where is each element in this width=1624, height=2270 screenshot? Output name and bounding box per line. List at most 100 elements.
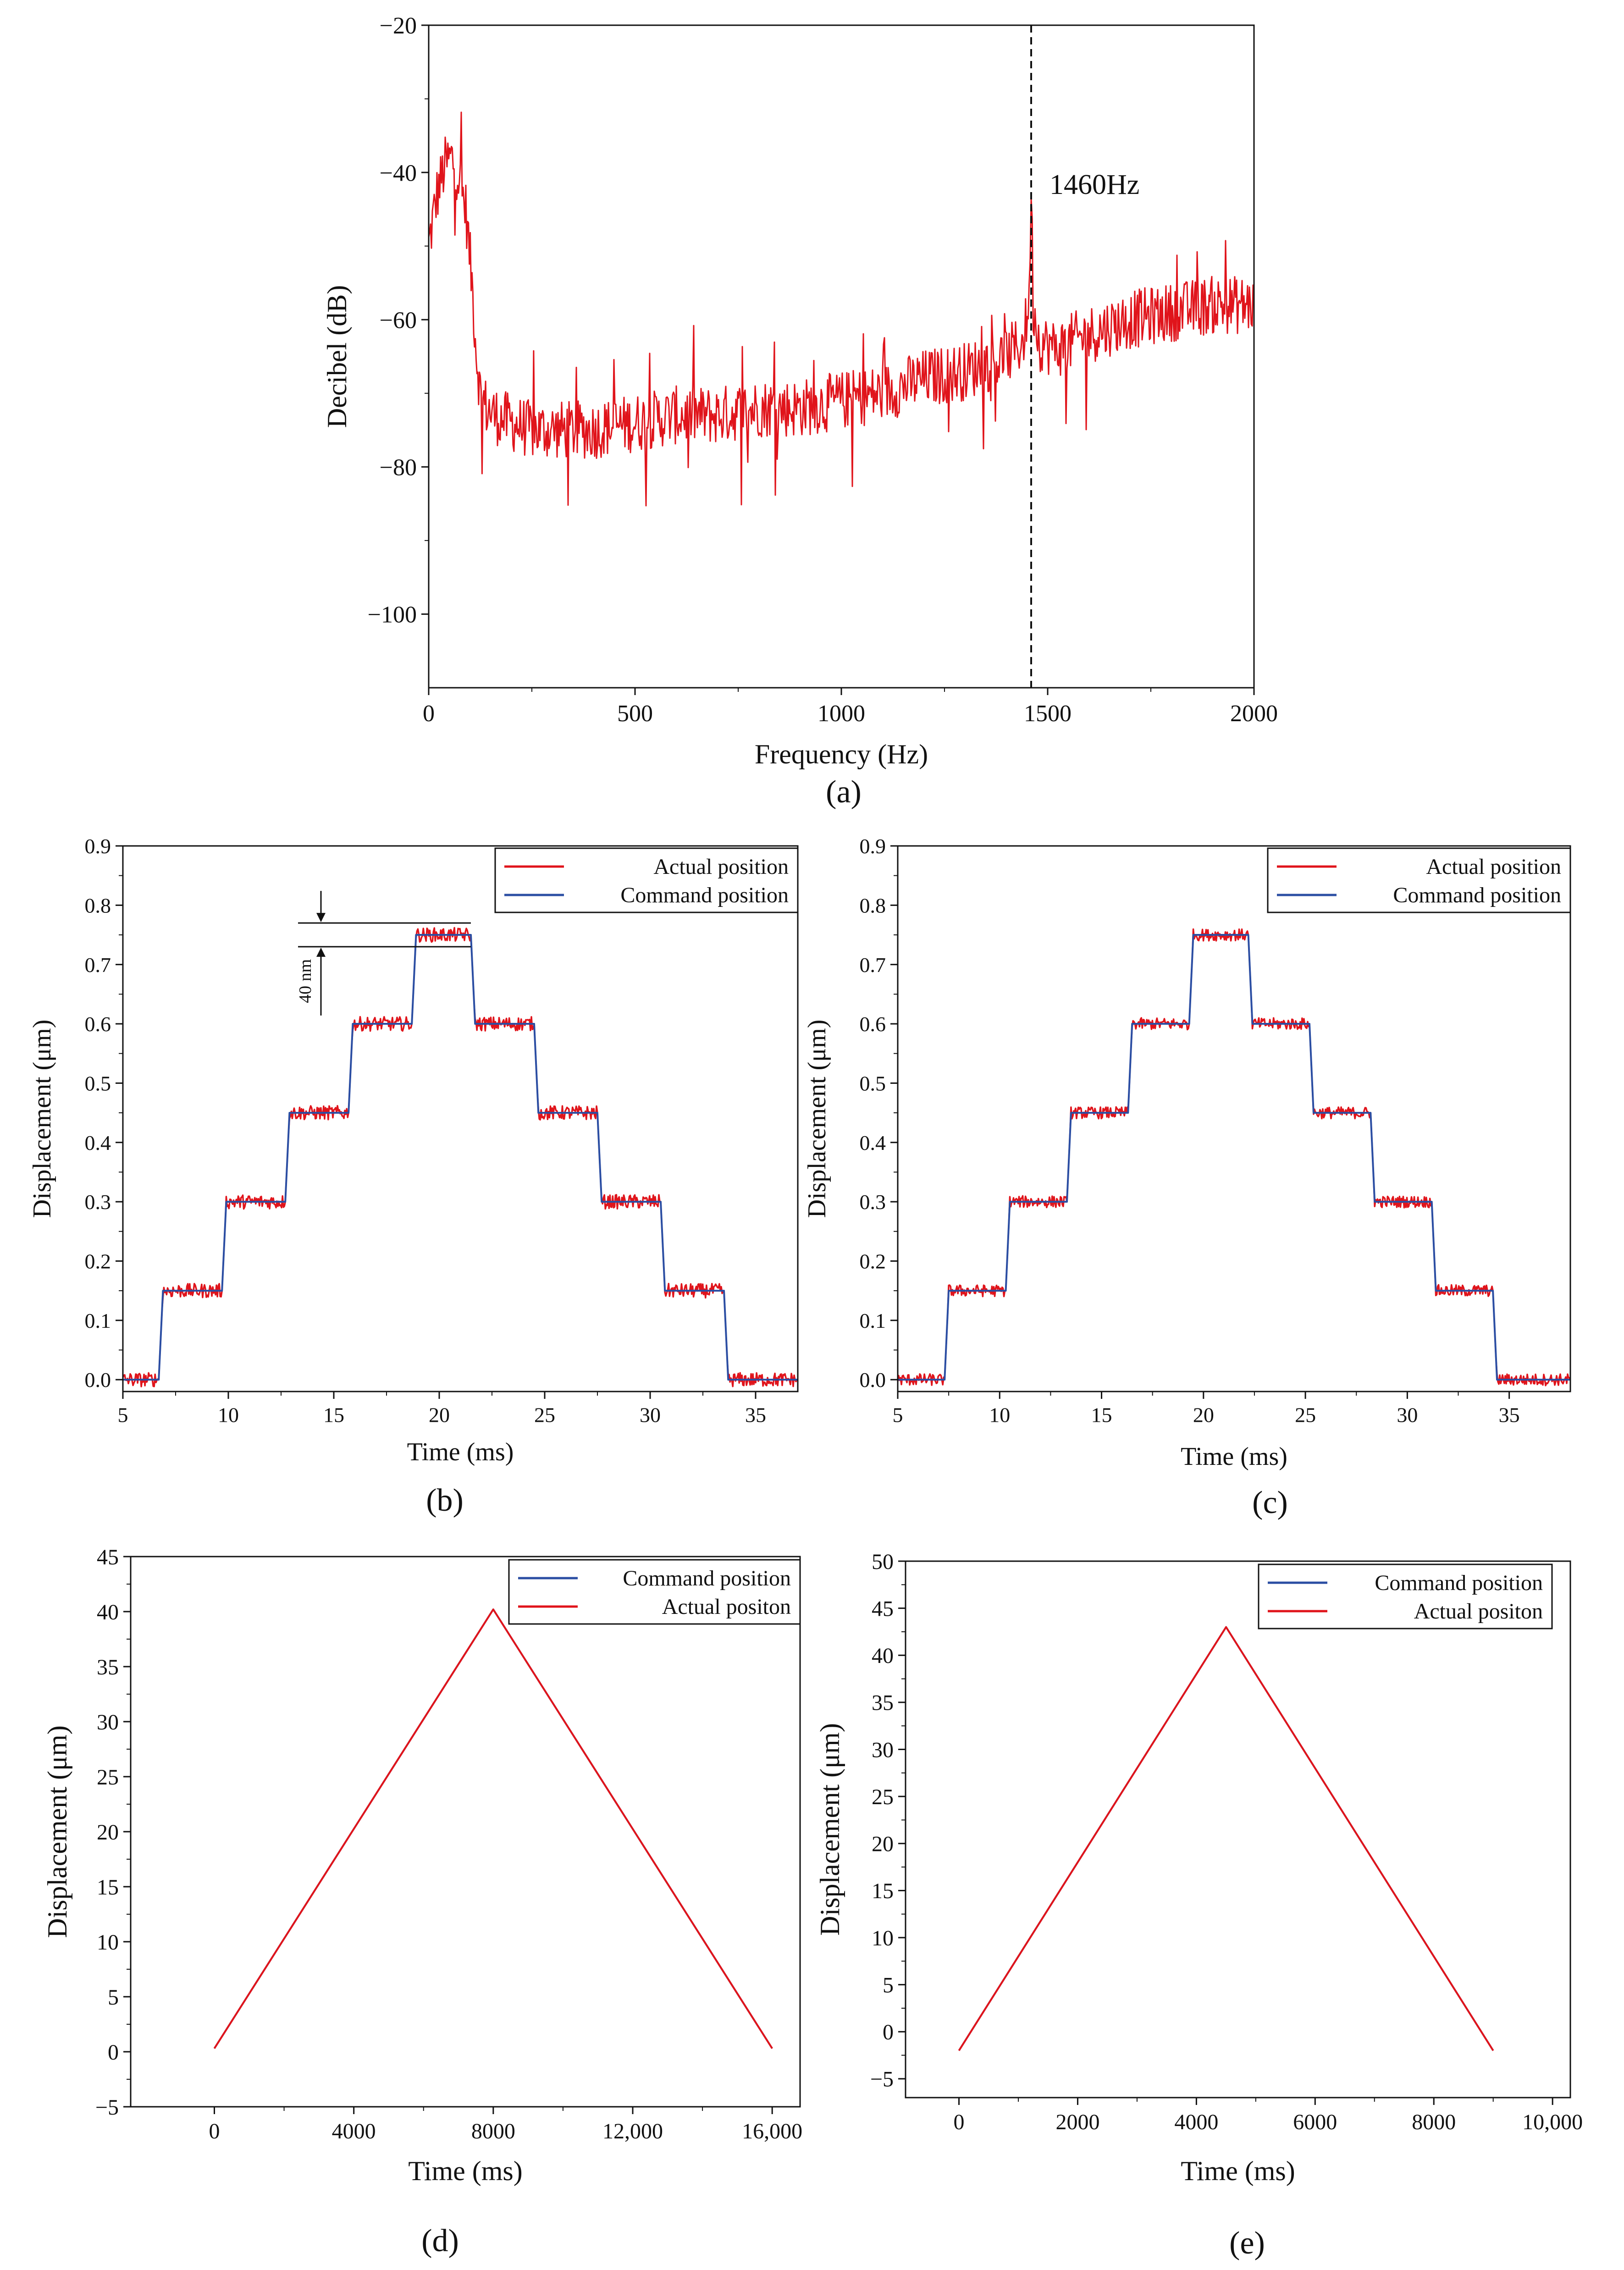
x-tick-label: 2000	[1230, 701, 1278, 727]
y-axis-label: Displacement (μm)	[28, 1020, 56, 1218]
plot-frame	[905, 1560, 1571, 2099]
peak-annotation: 1460Hz	[1050, 169, 1139, 200]
series-line-actual-positon	[213, 1608, 773, 2049]
x-tick-label: 2000	[1055, 2110, 1099, 2134]
x-tick-label: 8000	[471, 2119, 515, 2143]
y-axis-label: Decibel (dB)	[322, 285, 352, 428]
x-tick-label: 6000	[1293, 2110, 1337, 2134]
plot-frame	[897, 845, 1571, 1392]
x-tick-label: 12,000	[602, 2119, 663, 2143]
x-tick-label: 500	[617, 701, 653, 727]
y-tick-label: 0.0	[860, 1368, 886, 1392]
y-tick-label: 0	[883, 2020, 894, 2044]
x-tick-label: 30	[640, 1403, 661, 1427]
x-tick-label: 5	[118, 1403, 128, 1427]
y-tick-label: −60	[380, 307, 417, 333]
y-tick-label: 50	[872, 1550, 894, 1574]
x-tick-label: 0	[954, 2110, 965, 2134]
legend-label: Command position	[620, 883, 789, 907]
y-tick-label: 25	[872, 1785, 894, 1809]
panel-caption: (c)	[1252, 1485, 1288, 1520]
x-tick-label: 20	[1193, 1403, 1214, 1427]
x-tick-label: 25	[534, 1403, 555, 1427]
panel-caption: (b)	[426, 1483, 464, 1518]
x-axis-label: Time (ms)	[408, 2156, 523, 2186]
y-tick-label: 10	[97, 1930, 119, 1955]
x-tick-label: 15	[1091, 1403, 1112, 1427]
y-tick-label: 0.4	[85, 1131, 111, 1154]
x-tick-label: 1000	[818, 701, 865, 727]
chart-a: 0 500 1000 1500 2000 −100 −80 −60 −40 −20 Frequenc…	[322, 13, 1278, 810]
x-tick-label: 4000	[332, 2119, 376, 2143]
series-line-actual-position	[122, 927, 798, 1387]
y-tick-label: 35	[872, 1691, 894, 1715]
legend-box	[508, 1559, 801, 1625]
x-tick-label: 5	[893, 1403, 903, 1427]
x-axis-label: Time (ms)	[1181, 2156, 1295, 2186]
plot-frame	[428, 24, 1255, 689]
legend-label: Command position	[1393, 883, 1561, 907]
y-tick-label: −100	[368, 602, 417, 628]
series-line-actual-positon	[958, 1626, 1494, 2051]
x-tick-label: 4000	[1174, 2110, 1218, 2134]
x-tick-label: 8000	[1412, 2110, 1456, 2134]
x-tick-label: 0	[209, 2119, 220, 2143]
plot-frame	[122, 845, 799, 1392]
x-tick-label: 1500	[1024, 701, 1072, 727]
x-tick-label: 30	[1397, 1403, 1418, 1427]
legend-label: Actual positon	[1414, 1599, 1543, 1624]
y-tick-label: 35	[97, 1655, 119, 1679]
legend-box	[494, 847, 799, 913]
x-tick-label: 35	[1499, 1403, 1520, 1427]
y-tick-label: 20	[872, 1832, 894, 1856]
x-axis-label: Time (ms)	[407, 1438, 514, 1466]
y-tick-label: 40	[872, 1644, 894, 1668]
series-line-actual-position	[897, 928, 1571, 1386]
y-tick-label: 0.5	[860, 1071, 886, 1095]
x-tick-label: 20	[429, 1403, 450, 1427]
x-tick-label: 16,000	[742, 2119, 802, 2143]
y-tick-label: −5	[870, 2067, 894, 2092]
y-axis-label: Displacement (μm)	[803, 1020, 831, 1218]
x-axis-label: Frequency (Hz)	[755, 739, 928, 769]
y-tick-label: 0.7	[85, 953, 111, 977]
legend-label: Command position	[623, 1566, 791, 1591]
y-tick-label: 0	[108, 2040, 119, 2065]
panel-caption: (e)	[1229, 2226, 1265, 2261]
y-tick-label: 25	[97, 1765, 119, 1789]
y-tick-label: 0.7	[860, 953, 886, 977]
legend-box	[1258, 1563, 1553, 1629]
panel-caption: (a)	[826, 774, 862, 810]
x-tick-label: 25	[1295, 1403, 1316, 1427]
x-tick-label: 10	[989, 1403, 1010, 1427]
legend-box	[1267, 847, 1571, 913]
x-tick-label: 35	[745, 1403, 766, 1427]
y-tick-label: 15	[872, 1879, 894, 1903]
y-tick-label: 0.1	[85, 1309, 111, 1332]
chart-d: 0 4000 8000 12,000 16,000 −5 0 5 10 15 20 25 30 35 40 4…	[42, 1545, 802, 2259]
y-tick-label: 0.1	[860, 1309, 886, 1332]
legend-label: Actual positon	[662, 1595, 791, 1619]
legend-label: Actual position	[653, 855, 789, 879]
y-tick-label: −5	[95, 2095, 119, 2120]
y-tick-label: 0.2	[860, 1250, 886, 1273]
x-tick-label: 15	[323, 1403, 344, 1427]
y-tick-label: 30	[97, 1710, 119, 1734]
y-tick-label: 30	[872, 1738, 894, 1762]
y-tick-label: 0.9	[85, 834, 111, 858]
chart-e: 0 2000 4000 6000 8000 10,000 −5 0 5 10 15 20 25 30 35 4…	[815, 1550, 1583, 2261]
series-line-command-position	[898, 934, 1570, 1381]
x-axis-label: Time (ms)	[1181, 1442, 1287, 1471]
y-tick-label: 0.3	[85, 1190, 111, 1214]
y-tick-label: 0.6	[85, 1012, 111, 1036]
series-line-command-position	[213, 1608, 773, 2049]
y-tick-label: 0.4	[860, 1131, 886, 1154]
legend-label: Command position	[1375, 1571, 1543, 1595]
y-axis-label: Displacement (μm)	[42, 1725, 72, 1938]
y-tick-label: 0.0	[85, 1368, 111, 1392]
x-tick-label: 10,000	[1522, 2110, 1583, 2134]
panel-caption: (d)	[421, 2223, 459, 2259]
y-tick-label: 45	[97, 1545, 119, 1569]
y-tick-label: 5	[883, 1973, 894, 1997]
